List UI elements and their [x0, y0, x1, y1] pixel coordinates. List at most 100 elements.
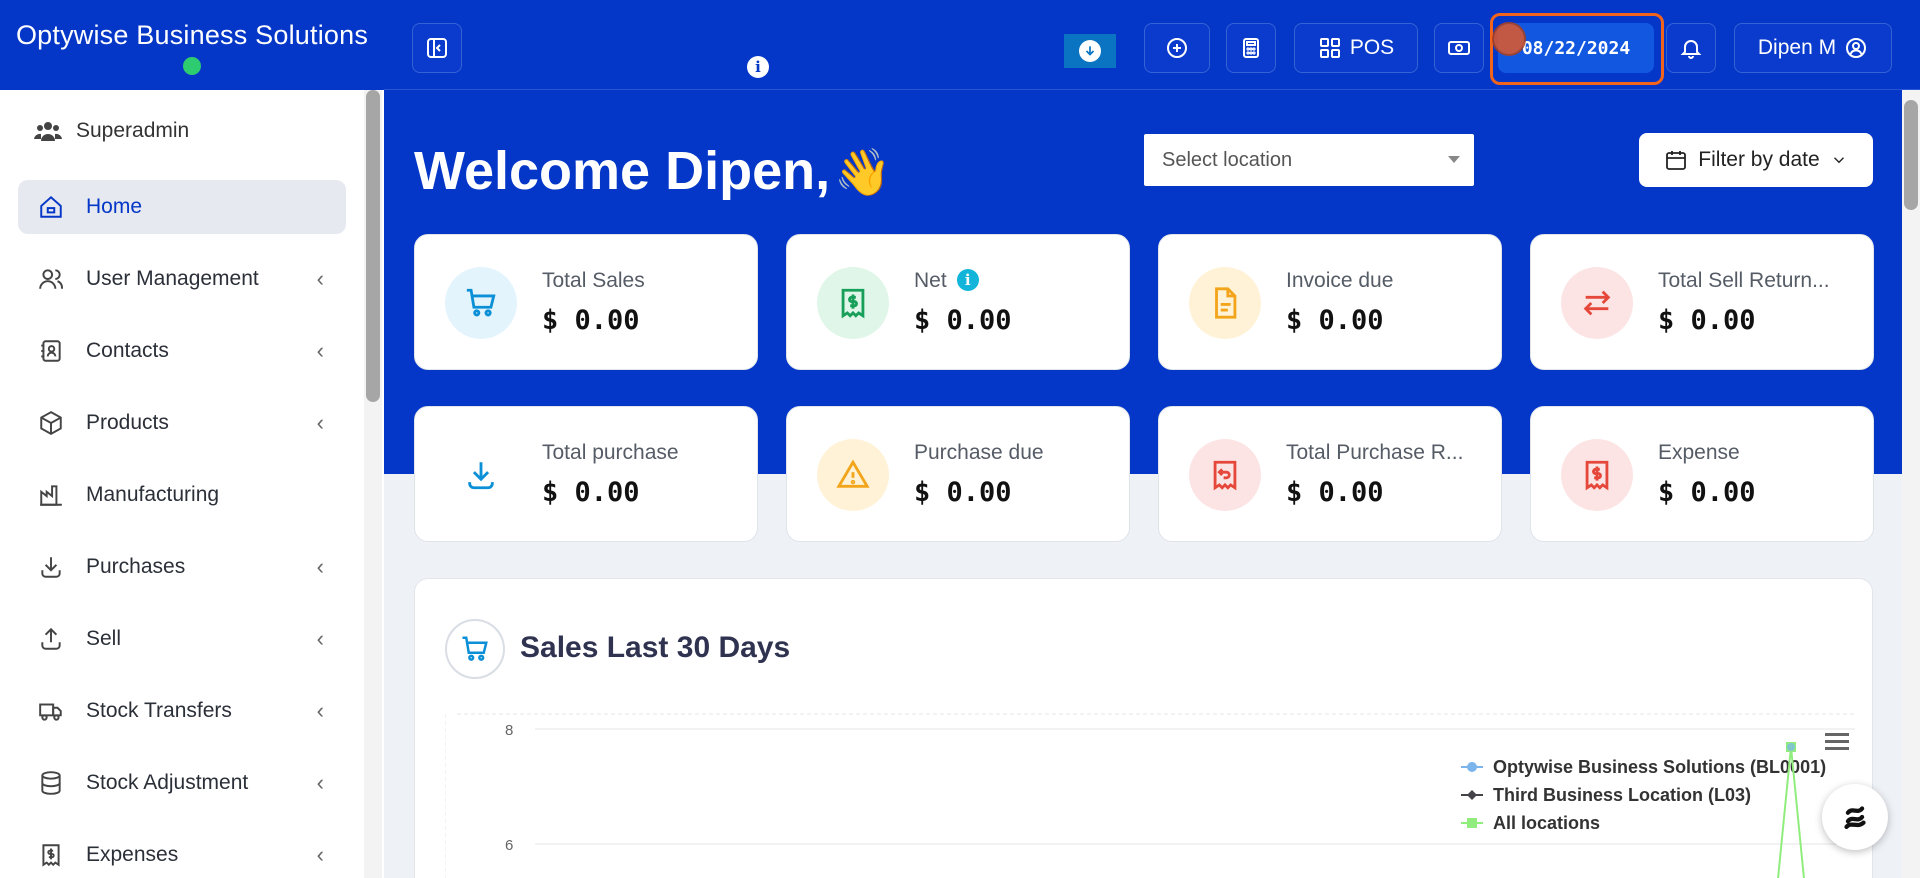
truck-icon — [39, 703, 62, 721]
factory-icon — [40, 485, 62, 506]
sidebar-item-label: Expenses — [86, 843, 179, 866]
brand-header: Optywise Business Solutions — [0, 0, 384, 90]
stat-label: Total Sell Return... — [1658, 269, 1830, 292]
sidebar-toggle-button[interactable] — [412, 23, 462, 73]
sidebar-item-stock-adjustment[interactable]: Stock Adjustment ‹ — [18, 756, 346, 810]
home-icon — [40, 195, 62, 218]
chevron-left-icon: ‹ — [316, 266, 324, 291]
chat-widget-button[interactable] — [1822, 784, 1888, 850]
sidebar-item-label: Products — [86, 411, 169, 434]
legend-label: Third Business Location (L03) — [1493, 785, 1751, 805]
database-icon — [41, 771, 61, 795]
legend-label: Optywise Business Solutions (BL0001) — [1493, 757, 1826, 777]
chevron-down-icon — [1833, 157, 1844, 164]
sidebar-item-label: Stock Adjustment — [86, 771, 249, 794]
sidebar-item-products[interactable]: Products ‹ — [18, 396, 346, 450]
calculator-button[interactable] — [1226, 23, 1276, 73]
legend-item[interactable]: Optywise Business Solutions (BL0001) — [1461, 757, 1826, 777]
stat-card-purchase-due: Purchase due $ 0.00 — [786, 406, 1130, 542]
cart-icon — [466, 288, 496, 317]
sidebar-item-label: Sell — [86, 627, 122, 650]
sidebar-toggle-icon — [427, 38, 447, 58]
sales-chart-title: Sales Last 30 Days — [520, 631, 791, 664]
cash-register-button[interactable] — [1434, 23, 1484, 73]
stat-card-net: Net i $ 0.00 — [786, 234, 1130, 370]
pos-button[interactable]: POS — [1294, 23, 1418, 73]
sidebar-item-label: User Management — [86, 267, 259, 290]
chevron-left-icon: ‹ — [316, 698, 324, 723]
info-icon[interactable]: i — [747, 56, 769, 78]
sidebar: Superadmin Home User Management ‹ Contac… — [0, 90, 384, 878]
main-content: Welcome Dipen, 👋 Select location Filter … — [384, 90, 1902, 878]
chat-logo-icon — [1844, 806, 1866, 830]
chart-menu-icon[interactable] — [1825, 733, 1849, 750]
calendar-icon — [1666, 151, 1687, 170]
sidebar-item-label: Stock Transfers — [86, 699, 232, 722]
stat-card-total-purchase: Total purchase $ 0.00 — [414, 406, 758, 542]
download-icon — [41, 557, 61, 578]
main-scrollbar[interactable] — [1902, 90, 1920, 878]
date-display[interactable]: 08/22/2024 — [1498, 23, 1654, 73]
plus-circle-icon — [1167, 38, 1187, 58]
sidebar-item-home[interactable]: Home — [18, 180, 346, 234]
online-status-dot — [183, 57, 201, 75]
focus-highlight — [1490, 13, 1664, 85]
legend-item[interactable]: Third Business Location (L03) — [1461, 785, 1751, 805]
brand-name: Optywise Business Solutions — [15, 20, 369, 50]
sidebar-item-purchases[interactable]: Purchases ‹ — [18, 540, 346, 594]
stat-label: Expense — [1658, 441, 1740, 464]
topbar: i POS 08/22/2024 Dipen M — [384, 0, 1920, 90]
stat-label: Total Purchase R... — [1286, 441, 1464, 464]
add-button[interactable] — [1144, 23, 1210, 73]
user-menu-button[interactable]: Dipen M — [1734, 23, 1892, 73]
caret-down-icon — [1448, 156, 1460, 163]
receipt-dollar-icon — [42, 844, 60, 867]
filter-label: Filter by date — [1698, 148, 1820, 171]
sidebar-scroll-thumb[interactable] — [366, 90, 380, 402]
sidebar-item-user-management[interactable]: User Management ‹ — [18, 252, 346, 306]
location-select[interactable]: Select location — [1144, 134, 1474, 186]
stat-card-total-purchase-return: Total Purchase R... $ 0.00 — [1158, 406, 1502, 542]
pos-label: POS — [1349, 36, 1395, 59]
filter-by-date-button[interactable]: Filter by date — [1639, 133, 1873, 187]
notifications-button[interactable] — [1666, 23, 1716, 73]
info-icon[interactable]: i — [956, 269, 979, 291]
sidebar-item-stock-transfers[interactable]: Stock Transfers ‹ — [18, 684, 346, 738]
money-icon — [1448, 41, 1470, 55]
stat-value: $ 0.00 — [1286, 477, 1384, 508]
sidebar-item-label: Contacts — [86, 339, 169, 362]
main-scroll-thumb[interactable] — [1904, 100, 1918, 210]
series-all-locations-line — [1777, 742, 1805, 878]
location-select-placeholder: Select location — [1162, 148, 1293, 171]
waving-hand-icon: 👋 — [834, 146, 892, 198]
welcome-heading: Welcome Dipen, — [414, 141, 831, 201]
user-name: Dipen M — [1757, 36, 1837, 59]
legend-item[interactable]: All locations — [1461, 813, 1600, 833]
role-label-row: Superadmin — [34, 118, 189, 144]
y-tick-8: 8 — [505, 722, 513, 739]
contacts-icon — [41, 340, 61, 362]
stat-value: $ 0.00 — [542, 305, 640, 336]
receipt-dollar-icon — [841, 288, 865, 319]
stat-value: $ 0.00 — [542, 477, 640, 508]
stat-card-invoice-due: Invoice due $ 0.00 — [1158, 234, 1502, 370]
user-circle-icon — [1846, 38, 1867, 58]
stat-label-row: Net i — [914, 269, 1114, 293]
download-icon — [468, 462, 494, 490]
sidebar-item-sell[interactable]: Sell ‹ — [18, 612, 346, 666]
sidebar-item-label: Purchases — [86, 555, 186, 578]
stat-label: Invoice due — [1286, 269, 1394, 292]
calculator-icon — [1243, 38, 1259, 58]
swap-arrows-icon — [1583, 290, 1611, 316]
sales-line-chart: 8 6 Optywise Business Solutions (BL0001)… — [445, 713, 1855, 878]
download-circle-icon — [1079, 40, 1101, 62]
warning-icon — [836, 459, 870, 488]
stat-label: Total purchase — [542, 441, 679, 464]
download-app-button[interactable] — [1064, 34, 1116, 68]
sidebar-item-contacts[interactable]: Contacts ‹ — [18, 324, 346, 378]
sidebar-item-expenses[interactable]: Expenses ‹ — [18, 828, 346, 878]
sidebar-item-manufacturing[interactable]: Manufacturing — [18, 468, 346, 522]
receipt-dollar-icon — [1585, 460, 1609, 491]
chevron-left-icon: ‹ — [316, 410, 324, 435]
grid-icon — [1319, 38, 1340, 58]
